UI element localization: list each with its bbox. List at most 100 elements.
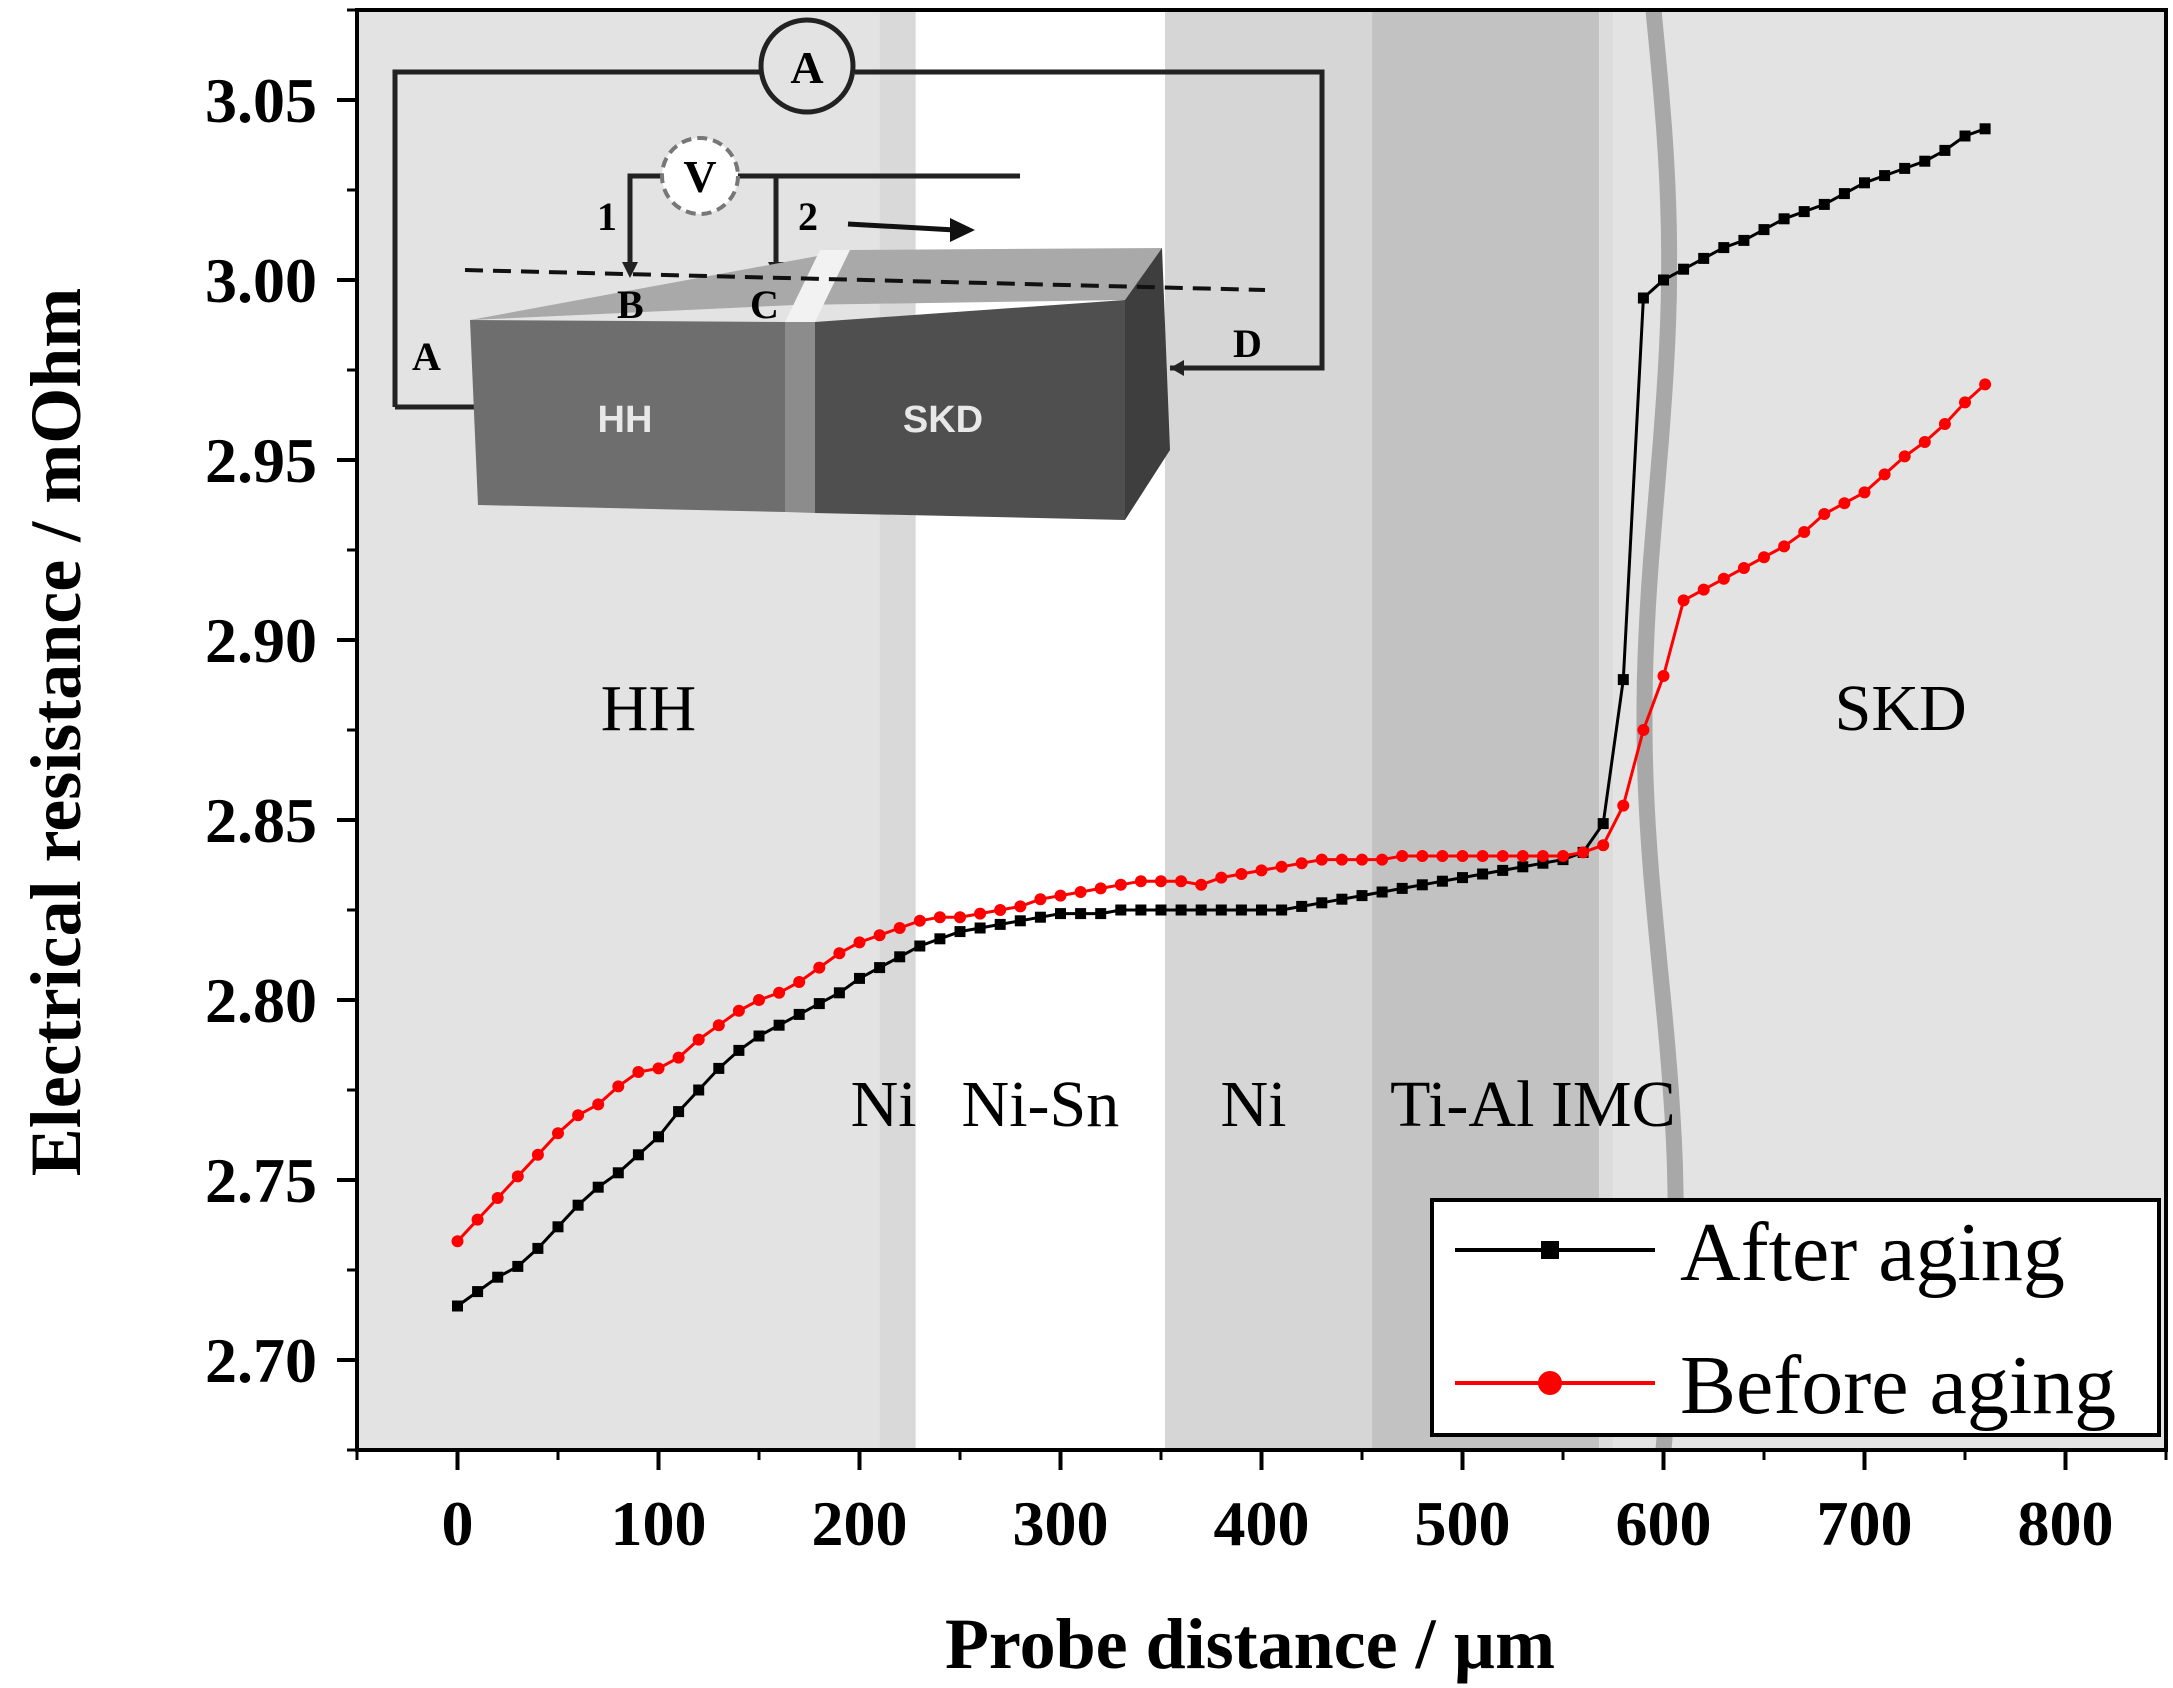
- data-point-after-aging: [1658, 274, 1669, 286]
- data-point-before-aging: [1597, 839, 1610, 852]
- data-point-before-aging: [1918, 436, 1931, 448]
- block-front-skd: [815, 300, 1125, 520]
- data-point-after-aging: [1356, 890, 1368, 902]
- x-tick-label: 100: [611, 1488, 707, 1559]
- data-point-before-aging: [531, 1148, 544, 1161]
- data-point-before-aging: [1054, 889, 1067, 902]
- data-point-after-aging: [1376, 886, 1388, 898]
- data-point-after-aging: [874, 962, 886, 974]
- data-point-before-aging: [1215, 871, 1228, 884]
- voltmeter-circuit-wire: [627, 173, 1020, 265]
- data-point-before-aging: [1838, 497, 1851, 510]
- data-point-after-aging: [1899, 162, 1911, 174]
- data-point-after-aging: [713, 1062, 725, 1074]
- ammeter-circle: [758, 17, 856, 115]
- data-point-after-aging: [572, 1199, 584, 1211]
- block-front-interlayer: [785, 322, 815, 513]
- data-point-before-aging: [1557, 850, 1569, 862]
- data-point-before-aging: [1235, 868, 1248, 880]
- data-point-after-aging: [1075, 908, 1087, 920]
- data-point-before-aging: [1255, 864, 1268, 877]
- block-top-interlayer: [785, 250, 850, 322]
- data-point-after-aging: [1738, 234, 1750, 246]
- data-point-before-aging: [1778, 540, 1791, 553]
- data-point-after-aging: [1597, 818, 1609, 830]
- probe-1-label: 1: [597, 194, 617, 239]
- data-point-before-aging: [491, 1192, 504, 1204]
- data-point-after-aging: [894, 951, 906, 963]
- data-point-before-aging: [1335, 853, 1348, 866]
- data-point-after-aging: [1235, 904, 1247, 916]
- data-point-before-aging: [672, 1051, 685, 1064]
- data-point-after-aging: [1818, 198, 1830, 210]
- region-label-4: Ti-Al IMC: [1390, 1068, 1676, 1141]
- x-tick-label: 800: [2018, 1488, 2114, 1559]
- ammeter-circuit-wire: [392, 69, 1325, 407]
- data-point-after-aging: [1175, 904, 1187, 916]
- data-point-before-aging: [1476, 850, 1489, 862]
- data-point-before-aging: [1295, 857, 1308, 870]
- point-b-label: B: [617, 282, 644, 327]
- data-point-after-aging: [1698, 252, 1710, 264]
- legend-label-after-aging: After aging: [1680, 1206, 2065, 1299]
- arrow-into-d: [1170, 360, 1184, 376]
- data-point-before-aging: [753, 994, 765, 1006]
- data-point-before-aging: [1376, 853, 1389, 866]
- data-point-after-aging: [813, 998, 825, 1010]
- point-d-label: D: [1233, 321, 1262, 366]
- measurement-schematic: A V 1 2 HH SKD A B C D: [392, 17, 1325, 520]
- x-tick-label: 700: [1817, 1488, 1913, 1559]
- probe-direction-arrowhead: [950, 218, 975, 242]
- data-point-before-aging: [632, 1066, 645, 1078]
- data-point-before-aging: [552, 1127, 564, 1140]
- region-band-3: [1165, 10, 1373, 1450]
- x-tick-label: 200: [812, 1488, 908, 1559]
- data-point-after-aging: [1537, 857, 1549, 869]
- data-point-before-aging: [994, 904, 1007, 916]
- ammeter-label: A: [790, 42, 823, 93]
- data-point-before-aging: [1737, 562, 1750, 574]
- data-point-before-aging: [1516, 850, 1529, 862]
- data-point-after-aging: [1678, 263, 1690, 275]
- data-point-after-aging: [532, 1242, 544, 1254]
- data-point-after-aging: [1316, 897, 1328, 909]
- data-point-before-aging: [592, 1098, 605, 1111]
- data-point-before-aging: [1396, 850, 1409, 862]
- data-point-before-aging: [853, 936, 866, 949]
- data-point-before-aging: [1818, 508, 1831, 520]
- data-point-after-aging: [673, 1106, 685, 1118]
- data-point-before-aging: [1155, 875, 1167, 888]
- region-label-3: Ni: [1220, 1068, 1286, 1141]
- data-point-after-aging: [632, 1149, 644, 1161]
- data-point-after-aging: [512, 1260, 524, 1272]
- data-point-before-aging: [1014, 900, 1027, 913]
- data-point-before-aging: [1496, 850, 1509, 862]
- data-point-before-aging: [1878, 468, 1891, 481]
- data-point-after-aging: [1497, 864, 1509, 876]
- data-point-before-aging: [572, 1109, 585, 1122]
- data-point-after-aging: [1879, 170, 1891, 182]
- data-point-after-aging: [914, 940, 926, 952]
- data-point-before-aging: [1034, 893, 1047, 906]
- data-point-after-aging: [793, 1008, 805, 1020]
- y-tick-label: 3.00: [205, 245, 317, 316]
- probe-path-dashed-line: [464, 268, 1266, 292]
- x-tick-label: 500: [1415, 1488, 1511, 1559]
- data-point-after-aging: [653, 1131, 664, 1143]
- data-point-after-aging: [1457, 872, 1468, 884]
- data-point-after-aging: [1055, 908, 1066, 920]
- x-tick-label: 400: [1214, 1488, 1310, 1559]
- data-point-after-aging: [1256, 904, 1267, 916]
- data-point-after-aging: [552, 1221, 564, 1233]
- x-axis-title: Probe distance / µm: [945, 1604, 1555, 1684]
- series-layer: [451, 123, 1992, 1312]
- region-band-5: [1599, 10, 1614, 1450]
- data-point-before-aging: [954, 911, 966, 924]
- probe-2-label: 2: [798, 194, 818, 239]
- data-point-after-aging: [472, 1286, 484, 1298]
- probe-1-arrow: [622, 262, 638, 278]
- y-axis-title: Electrical resistance / mOhm: [16, 288, 96, 1176]
- data-point-before-aging: [1677, 594, 1690, 607]
- voltmeter-label: V: [683, 151, 716, 202]
